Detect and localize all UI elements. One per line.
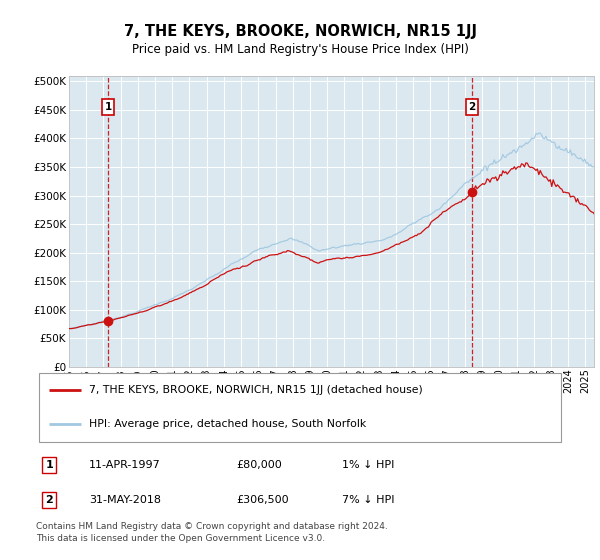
Text: Contains HM Land Registry data © Crown copyright and database right 2024.
This d: Contains HM Land Registry data © Crown c…	[36, 522, 388, 543]
Text: 7% ↓ HPI: 7% ↓ HPI	[342, 495, 395, 505]
Text: 11-APR-1997: 11-APR-1997	[89, 460, 161, 470]
FancyBboxPatch shape	[38, 372, 562, 442]
Text: 1: 1	[46, 460, 53, 470]
Text: 2: 2	[469, 102, 476, 112]
Text: Price paid vs. HM Land Registry's House Price Index (HPI): Price paid vs. HM Land Registry's House …	[131, 43, 469, 55]
Text: HPI: Average price, detached house, South Norfolk: HPI: Average price, detached house, Sout…	[89, 419, 366, 429]
Text: £80,000: £80,000	[236, 460, 283, 470]
Text: 1% ↓ HPI: 1% ↓ HPI	[342, 460, 395, 470]
Text: £306,500: £306,500	[236, 495, 289, 505]
Text: 2: 2	[46, 495, 53, 505]
Text: 7, THE KEYS, BROOKE, NORWICH, NR15 1JJ (detached house): 7, THE KEYS, BROOKE, NORWICH, NR15 1JJ (…	[89, 385, 422, 395]
Text: 1: 1	[104, 102, 112, 112]
Text: 31-MAY-2018: 31-MAY-2018	[89, 495, 161, 505]
Text: 7, THE KEYS, BROOKE, NORWICH, NR15 1JJ: 7, THE KEYS, BROOKE, NORWICH, NR15 1JJ	[124, 24, 476, 39]
